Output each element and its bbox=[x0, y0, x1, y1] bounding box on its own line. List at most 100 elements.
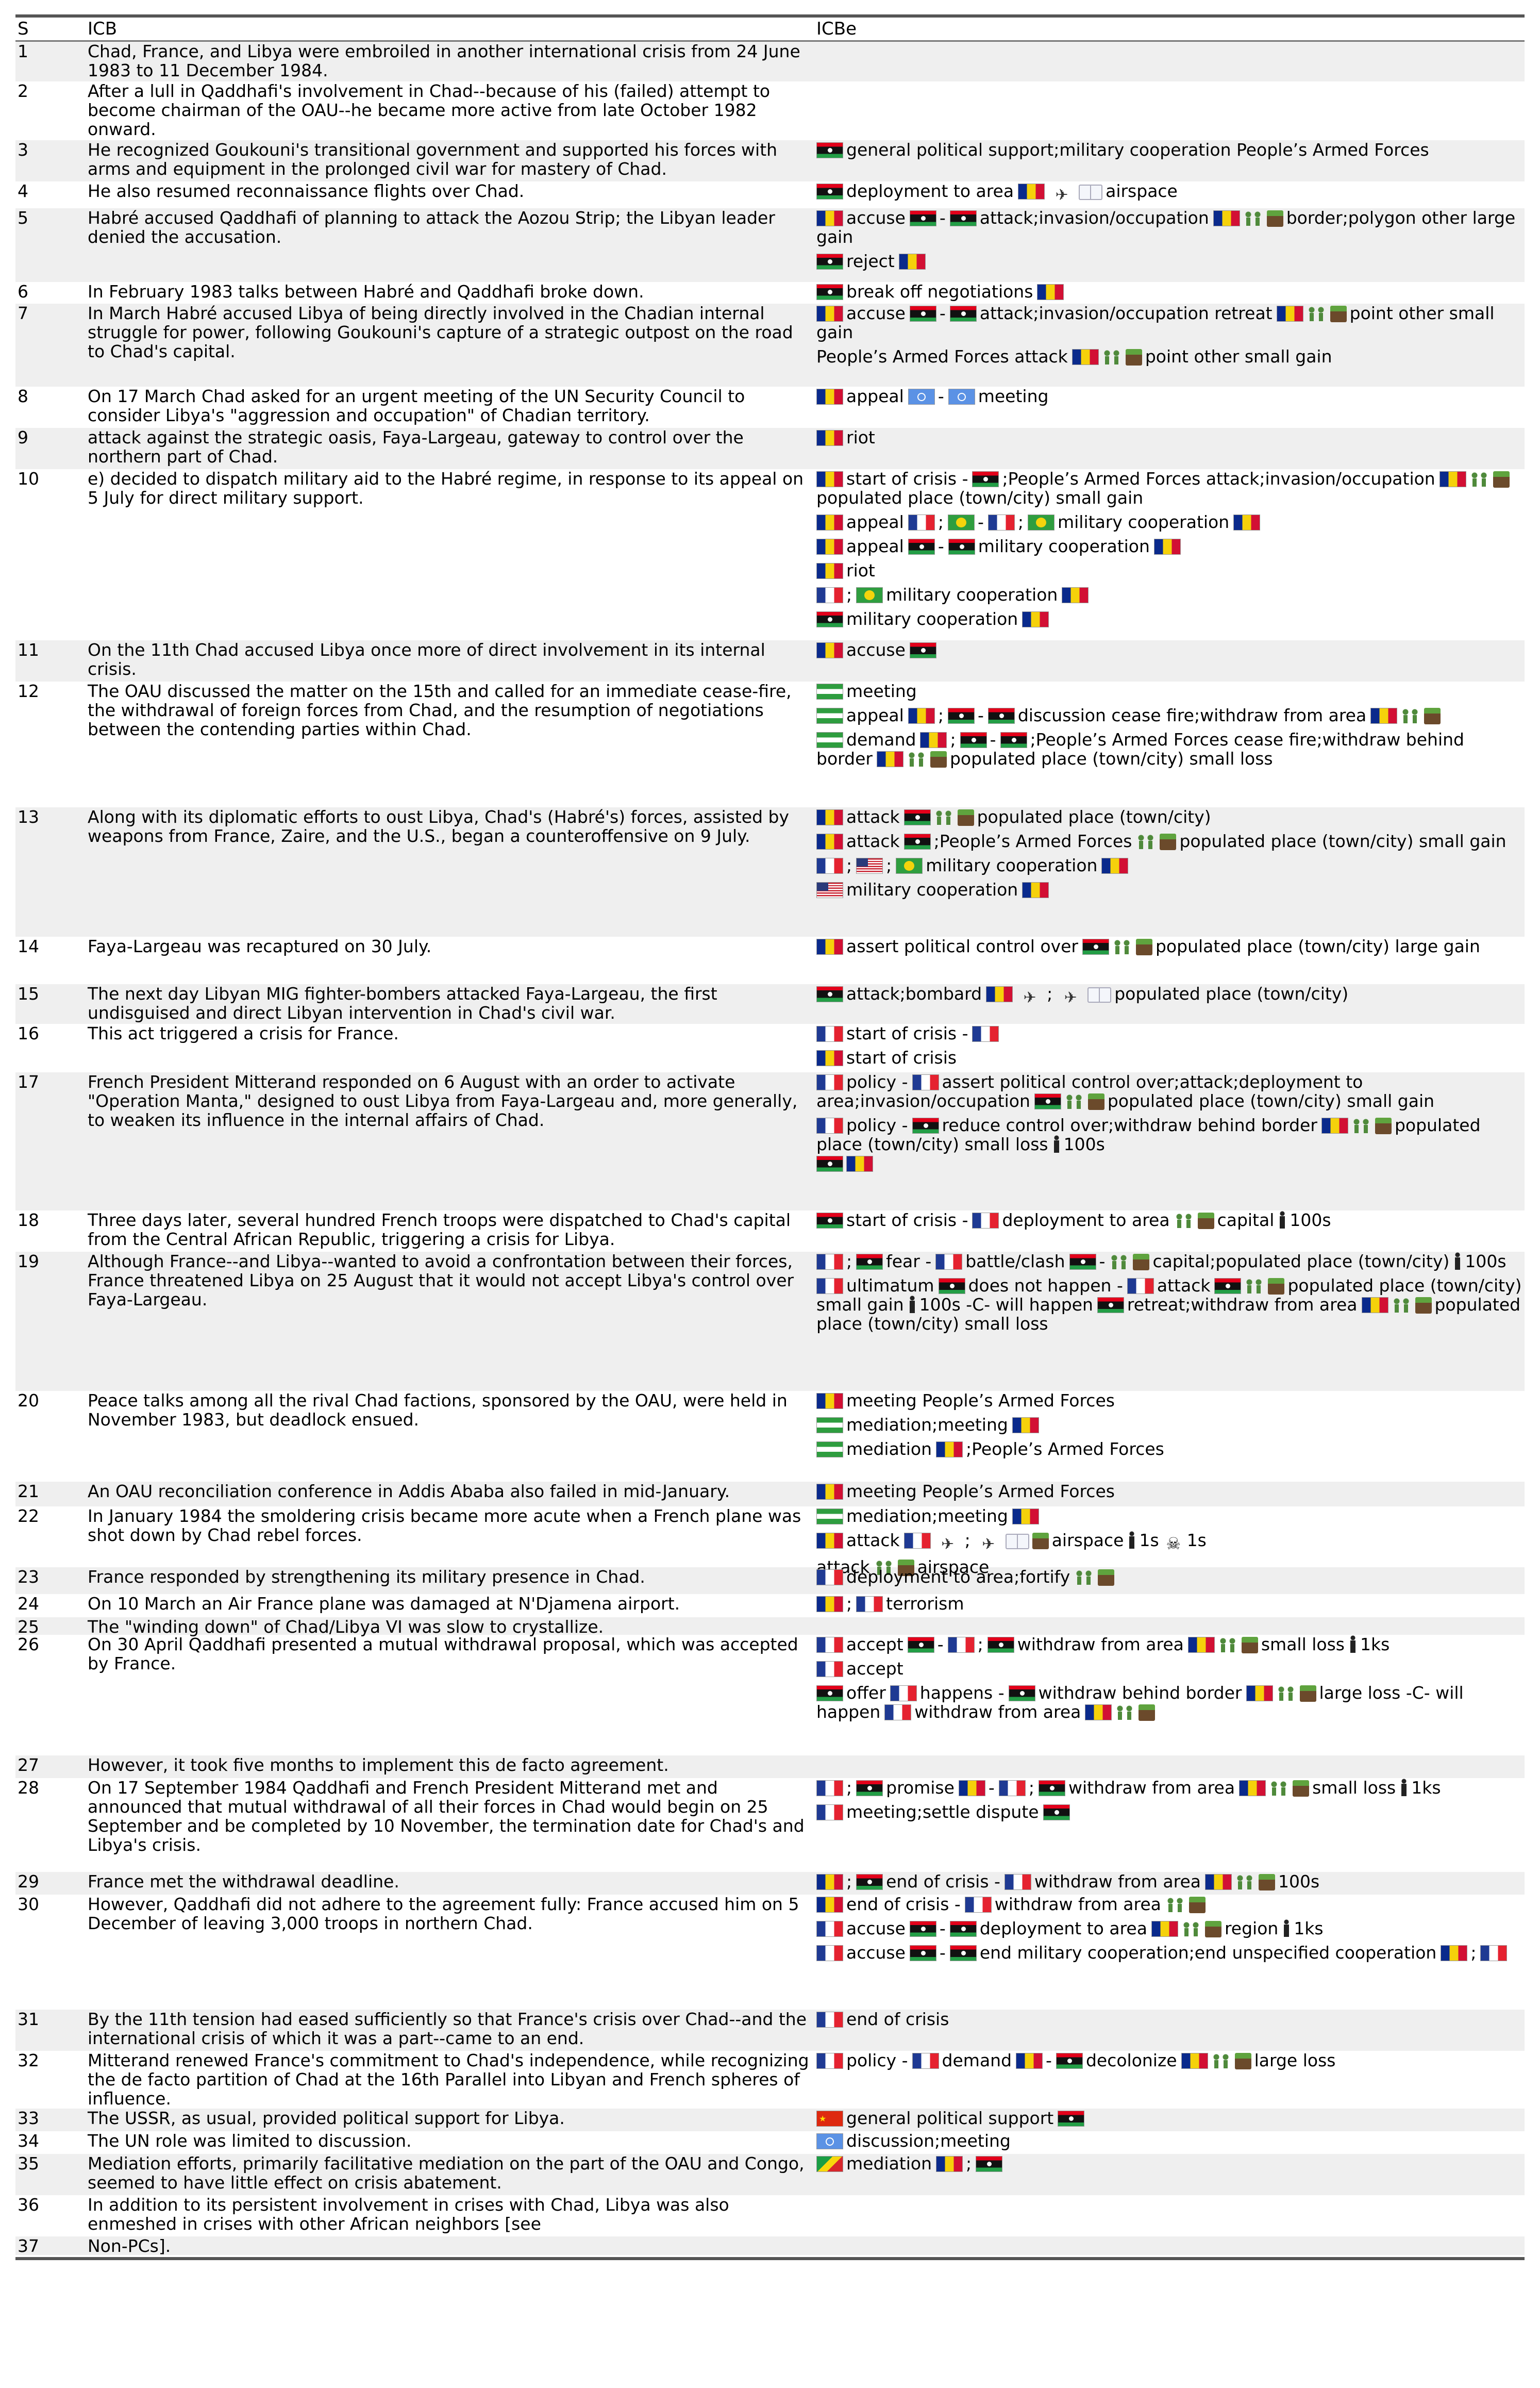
table-row: 4 He also resumed reconnaissance flights … bbox=[15, 181, 1525, 208]
france-flag-icon bbox=[912, 1074, 939, 1090]
troops-icon bbox=[1243, 211, 1264, 227]
icb-text: However, Qaddhafi did not adhere to the … bbox=[88, 1894, 799, 1933]
icbe-event: appeal - military cooperation bbox=[816, 537, 1525, 556]
chad-flag-icon bbox=[1062, 587, 1089, 603]
event-text: ;People’s Armed Forces bbox=[966, 1439, 1164, 1459]
icbe-events: attack populated place (town/city) attack;… bbox=[816, 807, 1525, 937]
icbe-event: meeting People’s Armed Forces bbox=[816, 1482, 1525, 1501]
icbe-event: mediation;meeting bbox=[816, 1506, 1525, 1525]
event-text: ; bbox=[966, 2153, 972, 2174]
event-text: 100s bbox=[1290, 1210, 1331, 1230]
event-text: attack;bombard bbox=[846, 984, 982, 1004]
event-text: accept bbox=[846, 1659, 903, 1679]
event-text: ; bbox=[846, 1871, 852, 1892]
row-number: 36 bbox=[18, 2195, 39, 2215]
icbe-events: end of crisis bbox=[816, 2010, 1525, 2051]
icbe-event: start of crisis - bbox=[816, 1024, 1525, 1043]
france-flag-icon bbox=[816, 2053, 843, 2069]
icb-text: He also resumed reconnaissance flights o… bbox=[88, 181, 525, 201]
event-text: appeal bbox=[846, 536, 904, 556]
event-text: start of crisis - bbox=[846, 469, 968, 489]
event-text: - bbox=[1046, 2050, 1052, 2070]
icbe-event: accept bbox=[816, 1659, 1525, 1678]
event-text: ; bbox=[1470, 1943, 1477, 1963]
ussr-flag-icon bbox=[816, 2109, 843, 2128]
event-text: promise bbox=[886, 1778, 955, 1798]
oau-flag-icon bbox=[816, 1441, 843, 1457]
icbe-event: People’s Armed Forces attack point other … bbox=[816, 347, 1525, 366]
troops-icon bbox=[1136, 835, 1157, 850]
icbe-event: ; military cooperation bbox=[816, 585, 1525, 604]
event-text: populated place (town/city) small gain bbox=[1179, 831, 1506, 851]
troops-icon bbox=[1112, 940, 1133, 955]
event-text: 1ks bbox=[1360, 1634, 1390, 1654]
event-text: ; bbox=[1047, 984, 1053, 1004]
event-text: capital bbox=[1217, 1210, 1275, 1230]
chad-flag-icon bbox=[876, 751, 903, 767]
table-row: 7 In March Habré accused Libya of being d… bbox=[15, 304, 1525, 387]
event-text: populated place (town/city) small gain bbox=[816, 1275, 1522, 1315]
icb-text: In February 1983 talks between Habré and… bbox=[88, 281, 644, 302]
table-row: 23 France responded by strengthening its … bbox=[15, 1567, 1525, 1594]
event-text: appeal bbox=[846, 705, 904, 725]
icb-text: Non-PCs]. bbox=[88, 2236, 171, 2256]
event-text: ; bbox=[846, 1594, 852, 1614]
icbe-events: meeting appeal; - discussion cease fire;wit… bbox=[816, 682, 1525, 807]
chad-flag-icon bbox=[816, 809, 843, 825]
territory-icon bbox=[1241, 1637, 1258, 1653]
icbe-events bbox=[816, 1617, 1525, 1635]
map-book-icon bbox=[1079, 185, 1103, 200]
icbe-event: attack;bombard ✈; ✈ populated place (town/c… bbox=[816, 984, 1525, 1006]
row-number: 32 bbox=[18, 2050, 39, 2070]
icbe-event: ; end of crisis - withdraw from area 100s bbox=[816, 1872, 1525, 1891]
event-text: ;People’s Armed Forces bbox=[933, 831, 1132, 851]
event-text: populated place (town/city) small loss bbox=[816, 1115, 1481, 1154]
chad-flag-icon bbox=[936, 2156, 963, 2172]
icbe-event: start of crisis bbox=[816, 1048, 1525, 1067]
libya-flag-icon bbox=[1082, 939, 1109, 955]
chad-flag-icon bbox=[986, 986, 1013, 1002]
troops-icon bbox=[1211, 2054, 1232, 2069]
row-number: 20 bbox=[18, 1390, 39, 1411]
event-text: region bbox=[1224, 1918, 1279, 1938]
table-row: 1 Chad, France, and Libya were embroiled … bbox=[15, 42, 1525, 81]
libya-flag-icon bbox=[909, 210, 936, 226]
row-number: 5 bbox=[18, 208, 28, 228]
icbe-events: ; promise -; withdraw from area small loss 1k… bbox=[816, 1778, 1525, 1872]
libya-flag-icon bbox=[816, 1156, 843, 1172]
territory-icon bbox=[1160, 834, 1177, 850]
icbe-event: ultimatum does not happen - attack populate… bbox=[816, 1276, 1525, 1333]
row-number: 31 bbox=[18, 2009, 39, 2029]
libya-flag-icon bbox=[816, 284, 843, 300]
libya-flag-icon bbox=[947, 708, 975, 724]
event-text: ; bbox=[1017, 512, 1024, 532]
france-flag-icon bbox=[816, 1921, 843, 1937]
event-text: discussion cease fire;withdraw from area bbox=[1017, 705, 1367, 725]
troops-icon bbox=[1074, 1570, 1095, 1586]
libya-flag-icon bbox=[856, 1874, 883, 1890]
chad-flag-icon bbox=[1012, 1508, 1039, 1524]
icbe-events: deployment to area ✈ airspace bbox=[816, 181, 1525, 208]
zaire-flag-icon bbox=[896, 858, 923, 874]
event-text: military cooperation bbox=[926, 855, 1098, 875]
event-text: reduce control over;withdraw behind bord… bbox=[942, 1115, 1317, 1135]
troops-icon bbox=[1276, 1686, 1297, 1702]
france-flag-icon bbox=[964, 1897, 992, 1913]
event-text: meeting;settle dispute bbox=[846, 1802, 1039, 1822]
libya-flag-icon bbox=[949, 210, 977, 226]
event-text: - bbox=[938, 386, 944, 406]
france-flag-icon bbox=[816, 1074, 843, 1090]
france-flag-icon bbox=[816, 858, 843, 874]
event-text: withdraw from area bbox=[1068, 1778, 1235, 1798]
aircraft-icon: ✈ bbox=[1055, 186, 1068, 204]
row-number: 24 bbox=[18, 1594, 39, 1614]
chad-flag-icon bbox=[1321, 1118, 1348, 1134]
france-flag-icon bbox=[972, 1026, 999, 1042]
table-row: 3 He recognized Goukouni's transitional g… bbox=[15, 140, 1525, 181]
icb-text: France responded by strengthening its mi… bbox=[88, 1567, 645, 1587]
france-flag-icon bbox=[816, 1569, 843, 1585]
icb-text: The next day Libyan MIG fighter-bombers … bbox=[88, 984, 717, 1023]
territory-icon bbox=[1375, 1118, 1392, 1134]
libya-flag-icon bbox=[1043, 1804, 1070, 1820]
row-number: 2 bbox=[18, 81, 28, 101]
